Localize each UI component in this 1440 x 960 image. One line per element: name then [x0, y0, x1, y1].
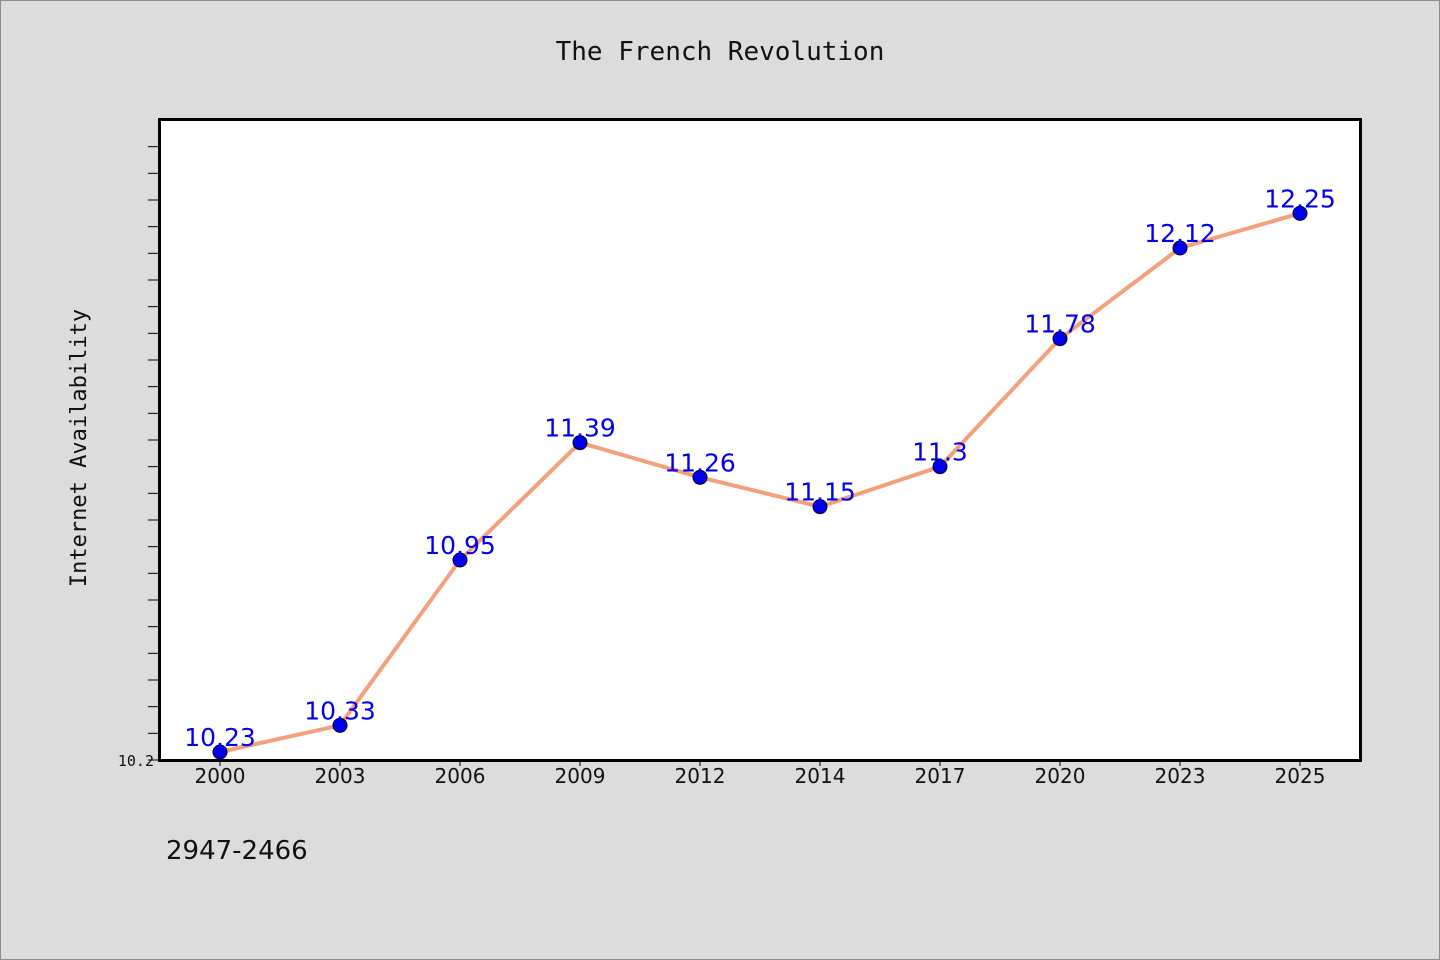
plot-area: [160, 120, 1361, 761]
y-axis-ticks: 10.2: [118, 752, 160, 770]
data-label: 12.12: [1144, 219, 1216, 248]
data-label: 11.15: [784, 478, 856, 507]
x-tick-label: 2014: [795, 764, 846, 788]
x-tick-label: 2017: [915, 764, 966, 788]
data-label: 12.25: [1264, 184, 1336, 213]
x-tick-label: 2023: [1155, 764, 1206, 788]
y-tick-label: 10.2: [118, 752, 154, 770]
data-label: 10.23: [184, 723, 256, 752]
x-tick-label: 2020: [1035, 764, 1086, 788]
y-axis-label: Internet Availability: [67, 309, 92, 587]
x-tick-label: 2003: [315, 764, 366, 788]
data-label: 11.3: [912, 438, 968, 467]
x-tick-label: 2009: [555, 764, 606, 788]
x-tick-label: 2000: [195, 764, 246, 788]
x-tick-label: 2025: [1275, 764, 1326, 788]
data-label: 10.95: [424, 531, 496, 560]
x-tick-label: 2006: [435, 764, 486, 788]
footer-note: 2947-2466: [166, 836, 308, 866]
data-label: 11.39: [544, 414, 616, 443]
data-label: 11.78: [1024, 310, 1096, 339]
x-tick-label: 2012: [675, 764, 726, 788]
data-label: 10.33: [304, 696, 376, 725]
x-axis-ticks: 2000 2003 2006 2009 2012 2014 2017 2020 2023 2025: [195, 760, 1326, 788]
chart-title: The French Revolution: [556, 37, 885, 67]
data-label: 11.26: [664, 448, 736, 477]
